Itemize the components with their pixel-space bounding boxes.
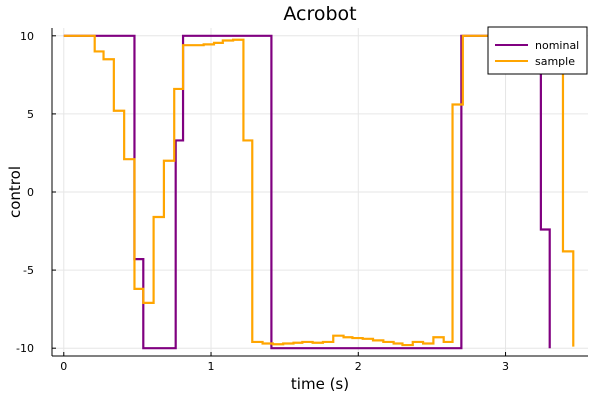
chart-title: Acrobot <box>283 3 356 25</box>
y-axis-label: control <box>6 166 24 218</box>
y-tick-label: -5 <box>23 264 34 277</box>
legend: nominal sample <box>487 26 588 75</box>
x-tick-label: 2 <box>355 360 362 373</box>
y-tick-label: -10 <box>16 342 34 355</box>
series-line-nominal <box>63 34 551 350</box>
legend-label-sample: sample <box>535 55 575 68</box>
series <box>63 34 575 350</box>
x-tick-label: 1 <box>208 360 215 373</box>
y-tick-label: 10 <box>20 30 34 43</box>
legend-label-nominal: nominal <box>535 39 579 52</box>
x-tick-label: 3 <box>502 360 509 373</box>
y-tick-label: 5 <box>27 108 34 121</box>
grid-lines <box>52 28 588 356</box>
x-axis-label: time (s) <box>291 375 349 393</box>
y-tick-label: 0 <box>27 186 34 199</box>
x-tick-label: 0 <box>60 360 67 373</box>
legend-box <box>487 26 588 75</box>
ticks: 0 1 2 3 -10 -5 0 5 10 <box>16 30 509 373</box>
series-line-sample <box>63 34 575 347</box>
